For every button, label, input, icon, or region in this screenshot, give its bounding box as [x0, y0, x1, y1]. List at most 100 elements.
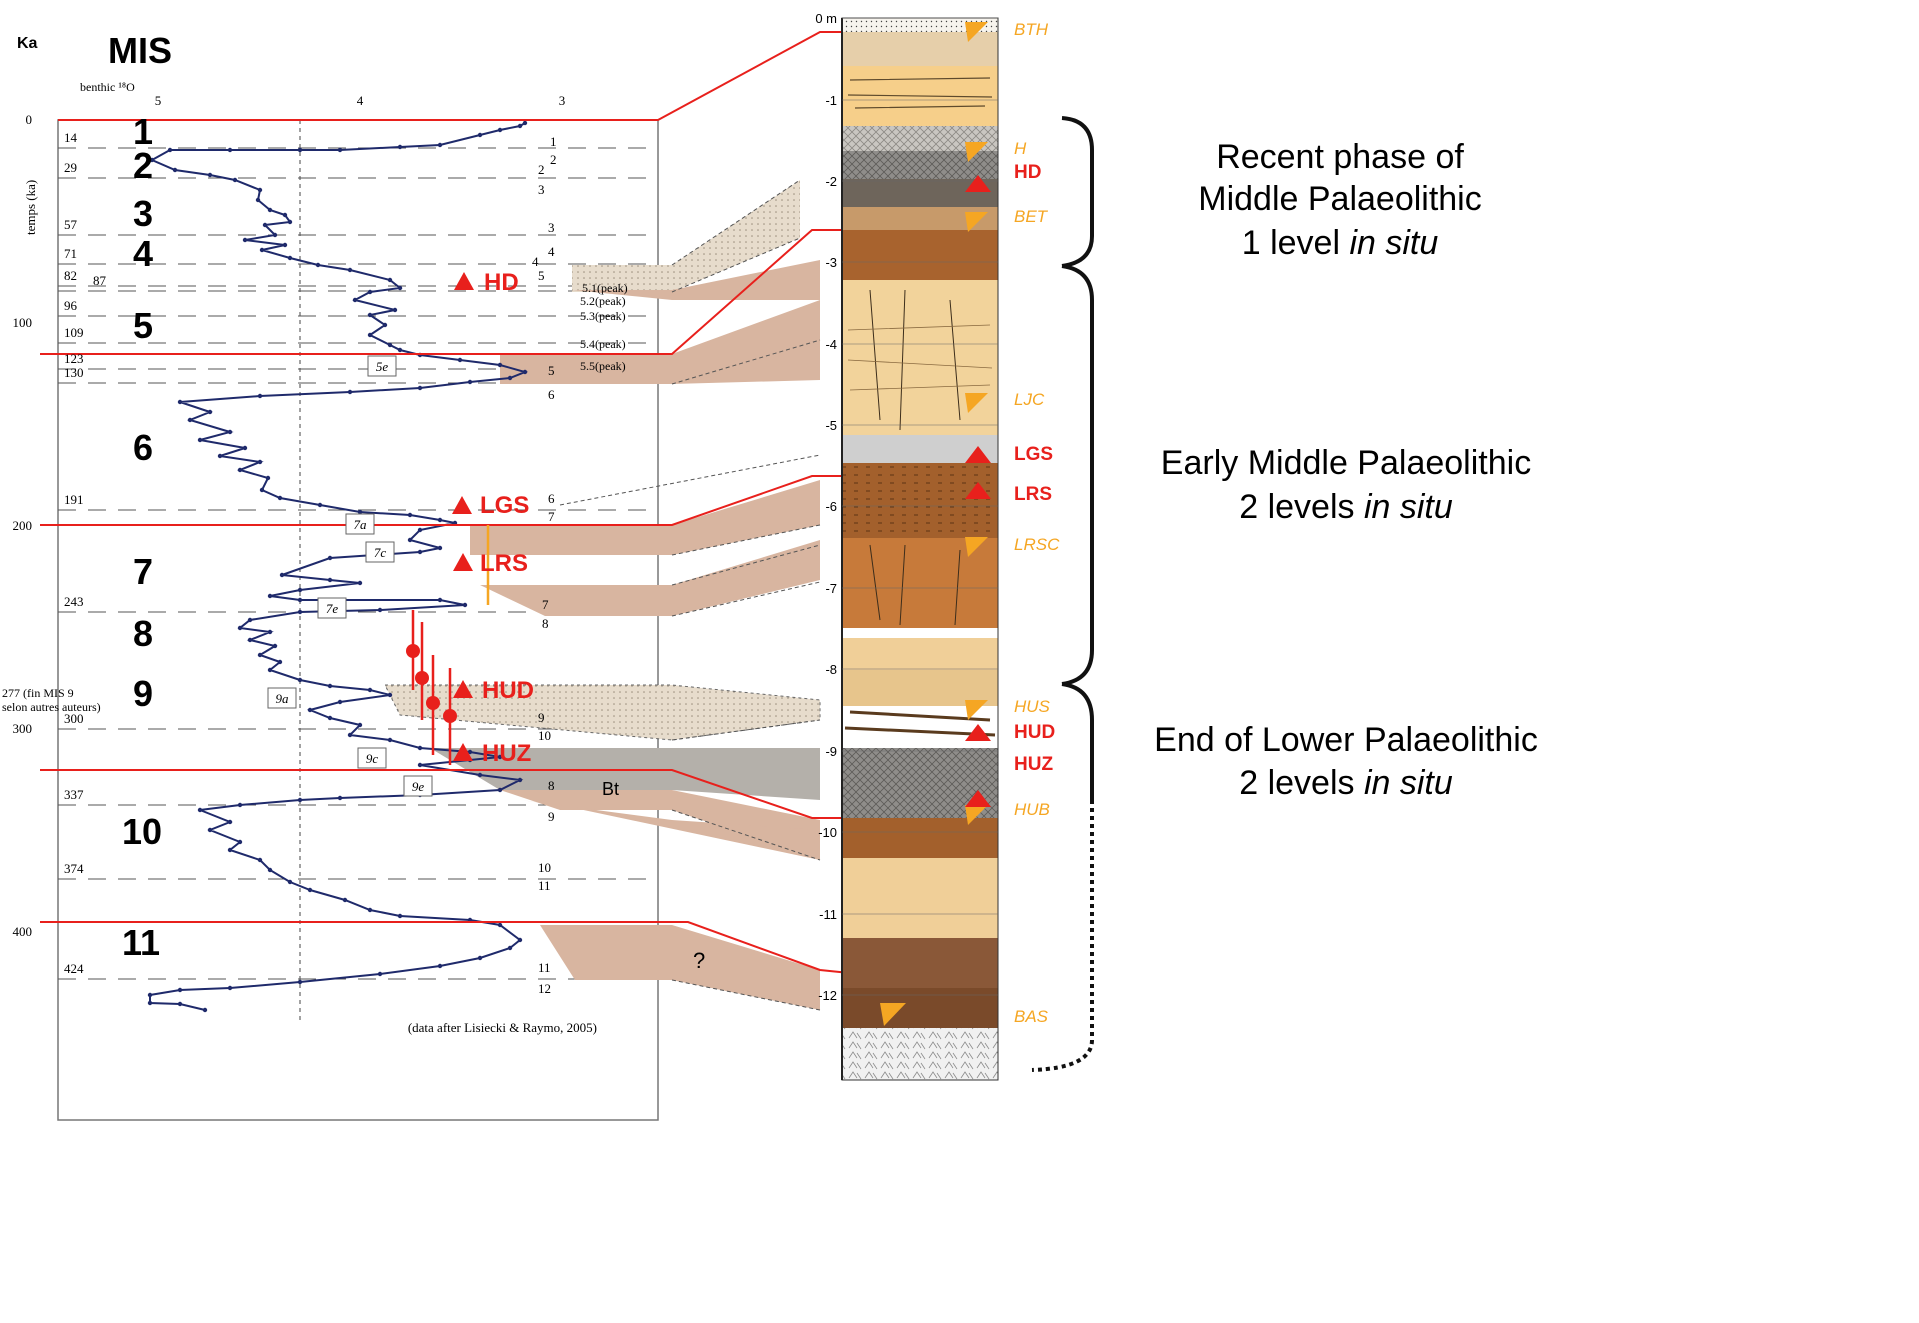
curve-point [498, 363, 502, 367]
mis-stage-number: 10 [122, 811, 162, 852]
depth-tick-label: -11 [819, 907, 837, 922]
curve-point [308, 708, 312, 712]
curve-point [438, 143, 442, 147]
curve-point [268, 630, 272, 634]
curve-point [266, 476, 270, 480]
curve-point [518, 124, 522, 128]
curve-point [203, 1008, 207, 1012]
boundary-note-1: 277 (fin MIS 9 [2, 686, 74, 700]
stage-label: 3 [548, 220, 555, 235]
stage-label: 5.2(peak) [580, 294, 626, 308]
curve-point [523, 121, 527, 125]
curve-point [438, 964, 442, 968]
curve-point [348, 733, 352, 737]
curve-point [260, 248, 264, 252]
y-tick-label: 400 [13, 924, 33, 939]
curve-point [263, 223, 267, 227]
curve-point [478, 133, 482, 137]
curve-point [278, 496, 282, 500]
curve-point [378, 608, 382, 612]
boundary-age: 71 [64, 246, 77, 261]
curve-point [258, 460, 262, 464]
curve-point [508, 946, 512, 950]
stage-label: 8 [548, 778, 555, 793]
curve-point [233, 178, 237, 182]
curve-point [280, 573, 284, 577]
phase-brackets [1032, 118, 1092, 1070]
curve-point [438, 518, 442, 522]
curve-point [208, 410, 212, 414]
boundary-age: 29 [64, 160, 77, 175]
curve-point [358, 581, 362, 585]
curve-point [398, 286, 402, 290]
curve-point [393, 308, 397, 312]
depth-tick-label: -9 [825, 744, 837, 759]
curve-point [258, 188, 262, 192]
substage-label: 5e [376, 359, 389, 374]
curve-point [468, 380, 472, 384]
marker-hd-triangle [454, 272, 474, 290]
curve-point [148, 993, 152, 997]
curve-point [258, 394, 262, 398]
stage-label: 10 [538, 728, 551, 743]
curve-point [268, 594, 272, 598]
boundary-age: 14 [64, 130, 78, 145]
stage-label: 1 [550, 134, 557, 149]
y-tick-label: 100 [13, 315, 33, 330]
phase-1-line3: 1 level in situ [1242, 224, 1439, 262]
mis-title: MIS [108, 30, 172, 71]
curve-point [368, 908, 372, 912]
curve-point [188, 418, 192, 422]
stage-label: 2 [550, 152, 557, 167]
marker-hd: HD [484, 269, 519, 296]
curve-point [408, 513, 412, 517]
stage-label: 4 [548, 244, 555, 259]
y-tick-label: 300 [13, 721, 33, 736]
curve-point [228, 848, 232, 852]
stage-label: 9 [548, 809, 555, 824]
mis-stage-number: 4 [133, 233, 153, 274]
phase-1-line1: Recent phase of [1216, 138, 1464, 176]
mis-stage-number: 2 [133, 145, 153, 186]
curve-point [418, 763, 422, 767]
curve-point [208, 173, 212, 177]
unit-label-orange: BAS [1014, 1007, 1049, 1026]
curve-point [228, 986, 232, 990]
curve-point [168, 148, 172, 152]
curve-point [228, 820, 232, 824]
curve-point [228, 148, 232, 152]
marker-huz: HUZ [482, 740, 531, 767]
depth-tick-label: -6 [825, 499, 837, 514]
ka-label: Ka [17, 35, 38, 52]
curve-point [328, 684, 332, 688]
curve-point [283, 243, 287, 247]
phase-3-line1: End of Lower Palaeolithic [1154, 721, 1538, 759]
substage-label: 7a [354, 517, 368, 532]
stage-labels-right: 122334455.1(peak)5.2(peak)5.3(peak)5.4(p… [532, 134, 628, 996]
mis-stage-number: 7 [133, 551, 153, 592]
curve-point [258, 653, 262, 657]
mis-stage-number: 11 [122, 922, 160, 963]
curve-point [273, 233, 277, 237]
curve-point [438, 598, 442, 602]
curve-point [173, 168, 177, 172]
curve-point [368, 333, 372, 337]
boundary-age: 300 [64, 711, 84, 726]
curve-point [398, 914, 402, 918]
curve-point [463, 603, 467, 607]
top-tick-label: 5 [155, 93, 162, 108]
marker-lrs-triangle [453, 553, 473, 571]
substage-label: 9e [412, 779, 425, 794]
curve-point [348, 390, 352, 394]
curve-point [243, 446, 247, 450]
marker-lgs: LGS [480, 492, 529, 519]
mis-stage-number: 5 [133, 305, 153, 346]
depth-tick-label: -8 [825, 662, 837, 677]
question-mark: ? [693, 948, 705, 973]
curve-point [498, 788, 502, 792]
depth-tick-label: -12 [818, 988, 837, 1003]
curve-point [248, 618, 252, 622]
y-tick-label: 0 [26, 112, 33, 127]
curve-point [368, 290, 372, 294]
curve-point [328, 716, 332, 720]
